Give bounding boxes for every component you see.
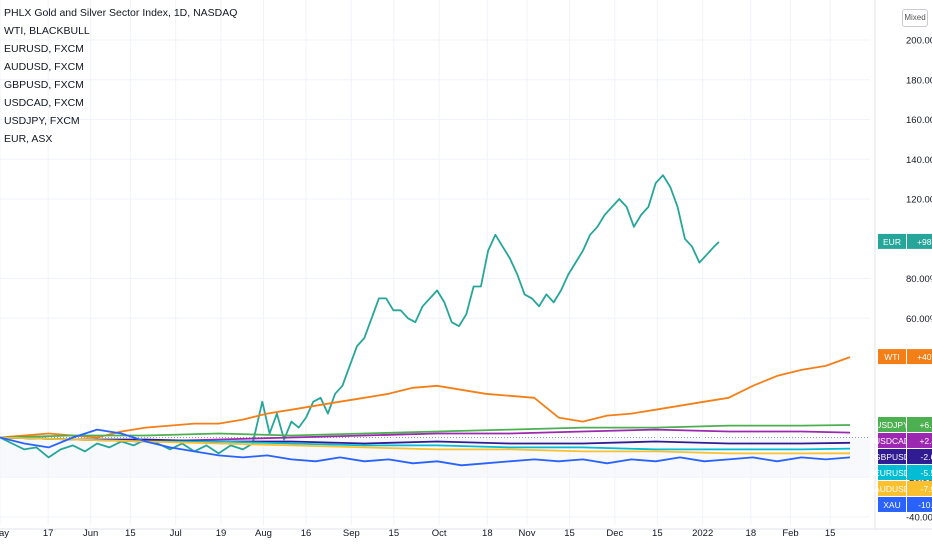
x-tick-label: 15: [125, 528, 136, 539]
axis-label-usdcad-tag: [878, 432, 906, 448]
axis-label-eur-value-bg: [907, 233, 932, 249]
axis-label-wti-tag: [878, 349, 906, 365]
axis-label-wti-value-bg: [907, 349, 932, 365]
axis-label-audusd-tag: [878, 480, 906, 496]
series-line-usdjpy: [0, 424, 851, 439]
axis-label-usdjpy-value-bg: [907, 416, 932, 432]
x-tick-label: 18: [482, 528, 493, 539]
x-tick-label: 15: [825, 528, 836, 539]
axis-label-audusd-value: -7.94%: [921, 484, 932, 494]
legend-symbol-eurusd[interactable]: EURUSD, FXCM: [4, 43, 84, 55]
x-tick-label: Sep: [343, 528, 360, 539]
y-tick-label: 160.00%: [906, 115, 932, 126]
axis-label-xau-tag: [878, 496, 906, 512]
axis-label-eurusd-name: EURUSD: [874, 468, 910, 478]
y-tick-label: 120.00%: [906, 195, 932, 206]
axis-label-eur-tag: [878, 233, 906, 249]
axis-label-usdjpy-tag: [878, 416, 906, 432]
x-tick-label: 19: [216, 528, 227, 539]
legend-symbol-usdcad[interactable]: USDCAD, FXCM: [4, 97, 84, 109]
axis-label-audusd-name: AUDUSD: [874, 484, 910, 494]
y-tick-label: 200.00%: [906, 36, 932, 47]
axis-label-usdcad-value-bg: [907, 432, 932, 448]
y-tick-label: 140.00%: [906, 155, 932, 166]
scale-mode-button[interactable]: Mixed: [902, 9, 928, 27]
axis-label-eur-value: +98.41%: [917, 237, 932, 247]
series-line-wti: [0, 356, 851, 439]
x-tick-label: 18: [746, 528, 757, 539]
y-tick-label: 80.00%: [906, 274, 932, 285]
axis-label-usdcad-value: +2.47%: [919, 436, 932, 446]
axis-label-xau-name: XAU: [883, 500, 900, 510]
axis-label-gbpusd-value: -2.66%: [921, 452, 932, 462]
x-tick-label: 15: [564, 528, 575, 539]
series-line-gbpusd: [0, 436, 851, 445]
y-tick-label: 60.00%: [906, 314, 932, 325]
legend-symbol-wti[interactable]: WTI, BLACKBULL: [4, 25, 90, 37]
axis-label-wti-value: +40.46%: [917, 352, 932, 362]
x-tick-label: May: [0, 528, 9, 539]
axis-label-usdcad-name: USDCAD: [874, 436, 910, 446]
y-tick-label: 180.00%: [906, 75, 932, 86]
axis-label-eurusd-value: -5.59%: [921, 468, 932, 478]
legend-symbol-eur[interactable]: EUR, ASX: [4, 133, 53, 145]
axis-label-eur-name: EUR: [883, 237, 901, 247]
axis-label-xau-value: -10.03%: [918, 500, 932, 510]
x-tick-label: 15: [389, 528, 400, 539]
legend-symbol-usdjpy[interactable]: USDJPY, FXCM: [4, 115, 80, 127]
legend: PHLX Gold and Silver Sector Index, 1D, N…: [4, 4, 237, 148]
x-tick-label: Aug: [255, 528, 272, 539]
x-tick-label: Dec: [606, 528, 623, 539]
legend-symbol-audusd[interactable]: AUDUSD, FXCM: [4, 61, 84, 73]
axis-label-eurusd-tag: [878, 464, 906, 480]
x-tick-label: Oct: [432, 528, 447, 539]
axis-label-gbpusd-name: GBPUSD: [874, 452, 910, 462]
x-tick-label: Jun: [83, 528, 98, 539]
axis-label-wti-name: WTI: [884, 352, 900, 362]
x-tick-label: 2022: [692, 528, 713, 539]
x-tick-label: Jul: [170, 528, 182, 539]
axis-label-gbpusd-value-bg: [907, 448, 932, 464]
axis-label-eurusd-value-bg: [907, 464, 932, 480]
x-tick-label: Nov: [519, 528, 536, 539]
x-tick-label: 16: [301, 528, 312, 539]
legend-main-symbol[interactable]: PHLX Gold and Silver Sector Index, 1D, N…: [4, 7, 238, 19]
y-tick-label: -40.00%: [906, 513, 932, 524]
x-tick-label: Feb: [782, 528, 798, 539]
axis-label-audusd-value-bg: [907, 480, 932, 496]
axis-label-usdjpy-value: +6.30%: [919, 420, 932, 430]
legend-symbol-gbpusd[interactable]: GBPUSD, FXCM: [4, 79, 84, 91]
axis-label-xau-value-bg: [907, 496, 932, 512]
x-tick-label: 15: [652, 528, 663, 539]
axis-label-usdjpy-name: USDJPY: [875, 420, 909, 430]
series-line-xau: [0, 428, 851, 467]
axis-label-gbpusd-tag: [878, 448, 906, 464]
x-tick-label: 17: [43, 528, 54, 539]
